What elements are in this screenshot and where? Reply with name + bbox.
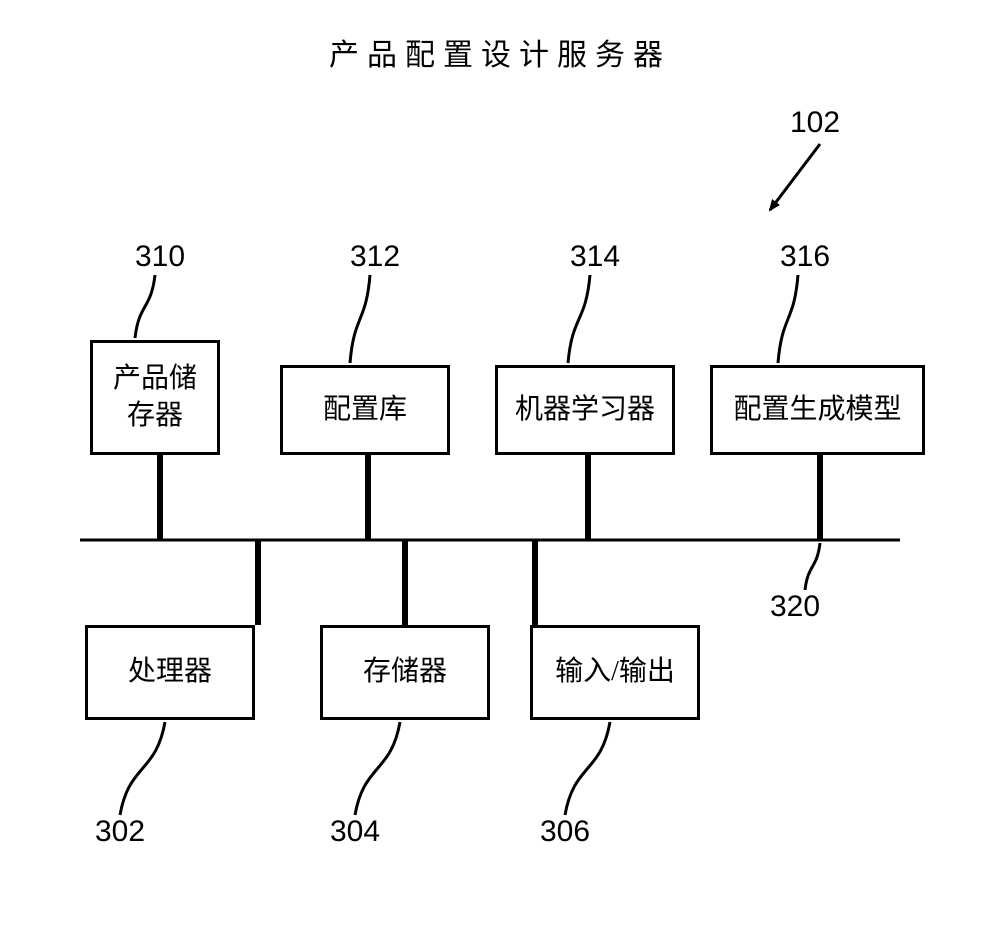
product-store-label: 产品储存器 (113, 361, 197, 434)
ml-block: 机器学习器 (495, 365, 675, 455)
connector-overlay (0, 0, 1000, 941)
io-block: 输入/输出 (530, 625, 700, 720)
gen-model-label: 配置生成模型 (733, 392, 901, 428)
reference-label: 310 (135, 240, 185, 274)
processor-block: 处理器 (85, 625, 255, 720)
processor-label: 处理器 (128, 654, 212, 690)
reference-label: 316 (780, 240, 830, 274)
reference-label: 314 (570, 240, 620, 274)
reference-label: 306 (540, 815, 590, 849)
ml-label: 机器学习器 (515, 392, 655, 428)
reference-label: 320 (770, 590, 820, 624)
config-lib-block: 配置库 (280, 365, 450, 455)
reference-label: 312 (350, 240, 400, 274)
reference-label: 102 (790, 106, 840, 140)
reference-label: 302 (95, 815, 145, 849)
product-store-block: 产品储存器 (90, 340, 220, 455)
config-lib-label: 配置库 (323, 392, 407, 428)
memory-block: 存储器 (320, 625, 490, 720)
memory-label: 存储器 (363, 654, 447, 690)
reference-label: 304 (330, 815, 380, 849)
io-label: 输入/输出 (555, 654, 675, 690)
gen-model-block: 配置生成模型 (710, 365, 925, 455)
diagram-title: 产品配置设计服务器 (329, 30, 671, 74)
